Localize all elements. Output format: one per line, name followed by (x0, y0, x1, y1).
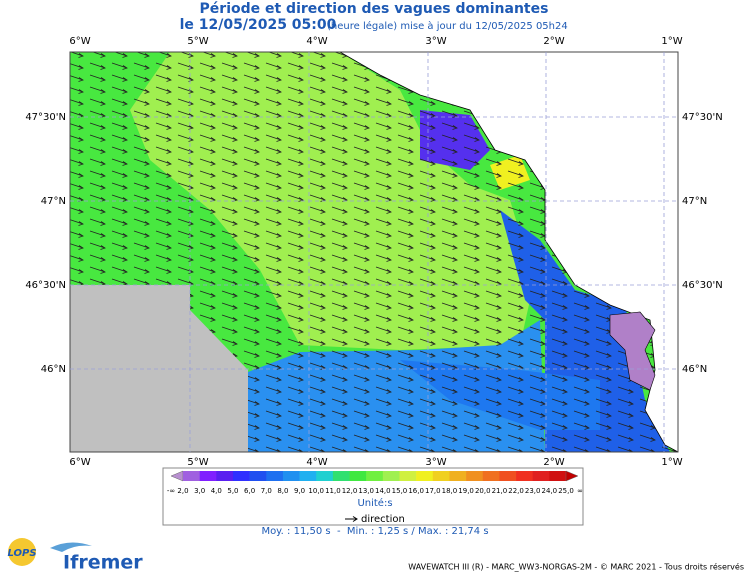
lat-label: 46°N (682, 364, 707, 375)
lat-label: 47°N (682, 196, 707, 207)
colorbar-high (565, 470, 579, 482)
colorbar-label: 2,0 (177, 487, 188, 495)
colorbar-cell (449, 471, 467, 481)
colorbar-label: 20,0 (475, 487, 491, 495)
colorbar-label: 19,0 (458, 487, 474, 495)
lon-label: 1°W (661, 36, 682, 47)
lops: LOPS (7, 548, 36, 559)
stats: Moy. : 11,50 s - Min. : 1,25 s / Max. : … (261, 526, 488, 537)
colorbar-label: 11,0 (325, 487, 341, 495)
lon-label: 2°W (543, 457, 564, 468)
date: le 12/05/2025 05:00 (180, 17, 337, 33)
colorbar-cell (282, 471, 300, 481)
lat-label: 46°30'N (682, 280, 723, 291)
lon-label: 1°W (661, 457, 682, 468)
nodata (70, 285, 248, 452)
lon-label: 3°W (425, 457, 446, 468)
lops-logo (8, 538, 36, 566)
colorbar-cell (482, 471, 500, 481)
ifremer: Ifremer (63, 552, 143, 574)
colorbar-cell (366, 471, 384, 481)
colorbar-label: 16,0 (408, 487, 424, 495)
lon-label: 6°W (69, 457, 90, 468)
title: Période et direction des vagues dominant… (200, 1, 549, 17)
lon-label: 4°W (306, 457, 327, 468)
colorbar-cell (549, 471, 567, 481)
footer: WAVEWATCH III (R) - MARC_WW3-NORGAS-2M -… (408, 562, 744, 572)
lon-label: 3°W (425, 36, 446, 47)
colorbar-cell (299, 471, 317, 481)
colorbar-cell (382, 471, 400, 481)
colorbar-label: 10,0 (308, 487, 324, 495)
lat-label: 46°30'N (25, 280, 66, 291)
colorbar-cell (349, 471, 367, 481)
lat-label: 47°N (41, 196, 66, 207)
colorbar-cell (399, 471, 417, 481)
colorbar-label: 18,0 (442, 487, 458, 495)
colorbar-label: 3,0 (194, 487, 205, 495)
colorbar-cell (199, 471, 217, 481)
colorbar-low-label: -∞ (167, 487, 175, 495)
colorbar-label: 8,0 (277, 487, 288, 495)
colorbar-cell (316, 471, 334, 481)
colorbar-cell (332, 471, 350, 481)
lon-label: 2°W (543, 36, 564, 47)
colorbar-cell (249, 471, 267, 481)
colorbar-cell (532, 471, 550, 481)
colorbar-label: 14,0 (375, 487, 391, 495)
colorbar-label: 23,0 (525, 487, 541, 495)
colorbar-cell (216, 471, 234, 481)
direction: direction (361, 514, 405, 525)
colorbar-label: 9,0 (294, 487, 305, 495)
colorbar-label: 12,0 (342, 487, 358, 495)
colorbar-high-label: ∞ (577, 487, 583, 495)
colorbar-label: 15,0 (392, 487, 408, 495)
lon-label: 6°W (69, 36, 90, 47)
colorbar-cell (232, 471, 250, 481)
lat-label: 46°N (41, 364, 66, 375)
lat-label: 47°30'N (682, 112, 723, 123)
colorbar-label: 24,0 (542, 487, 558, 495)
colorbar-label: 17,0 (425, 487, 441, 495)
colorbar-cell (416, 471, 434, 481)
colorbar-label: 22,0 (508, 487, 524, 495)
colorbar-cell (432, 471, 450, 481)
ifremer-wave (50, 542, 92, 552)
colorbar-label: 21,0 (492, 487, 508, 495)
colorbar-cell (516, 471, 533, 481)
islands (609, 311, 656, 391)
colorbar-label: 6,0 (244, 487, 255, 495)
colorbar-cell (266, 471, 284, 481)
map-frame (69, 51, 679, 453)
lon-label: 4°W (306, 36, 327, 47)
colorbar-cell (499, 471, 517, 481)
colorbar-label: 5,0 (227, 487, 238, 495)
colorbar-cell (183, 471, 200, 481)
map (70, 52, 678, 452)
lon-label: 5°W (187, 36, 208, 47)
lon-label: 5°W (187, 457, 208, 468)
colorbar-cell (466, 471, 484, 481)
colorbar-label: 25,0 (558, 487, 574, 495)
colorbar-label: 4,0 (211, 487, 222, 495)
unit: Unité:s (357, 497, 392, 509)
lat-label: 47°30'N (25, 112, 66, 123)
direction-arrow (345, 516, 358, 522)
colorbar-label: 13,0 (358, 487, 374, 495)
update: (heure légale) mise à jour du 12/05/2025… (327, 20, 568, 32)
colorbar-label: 7,0 (261, 487, 272, 495)
